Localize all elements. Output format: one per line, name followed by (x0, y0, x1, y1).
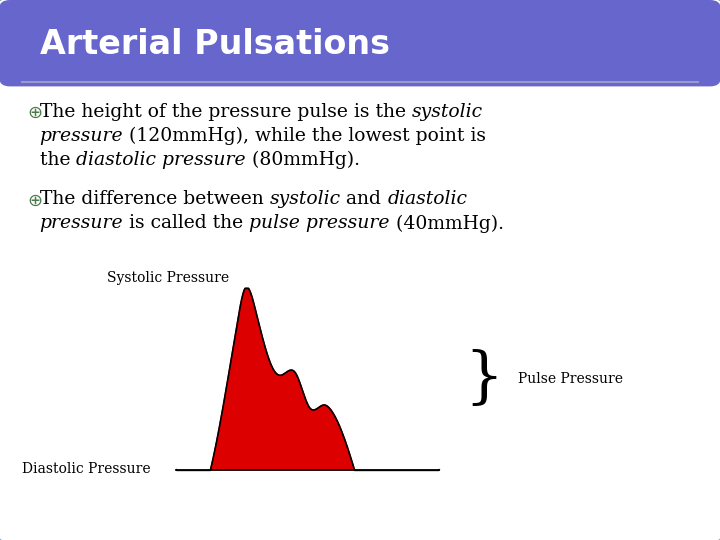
Text: }: } (464, 349, 503, 409)
Text: Arterial Pulsations: Arterial Pulsations (40, 28, 390, 61)
Text: diastolic pressure: diastolic pressure (76, 151, 246, 169)
Text: is called the: is called the (123, 214, 249, 232)
Text: pressure: pressure (40, 127, 123, 145)
Text: The height of the pressure pulse is the: The height of the pressure pulse is the (40, 103, 412, 120)
Text: systolic: systolic (269, 190, 341, 208)
FancyBboxPatch shape (0, 0, 720, 86)
Text: pulse pressure: pulse pressure (249, 214, 390, 232)
Text: pressure: pressure (40, 214, 123, 232)
Text: (120mmHg), while the lowest point is: (120mmHg), while the lowest point is (123, 127, 486, 145)
Text: Systolic Pressure: Systolic Pressure (107, 271, 229, 285)
Text: ⊕: ⊕ (27, 192, 42, 210)
Text: diastolic: diastolic (387, 190, 467, 208)
Text: Pulse Pressure: Pulse Pressure (518, 373, 624, 386)
Text: (80mmHg).: (80mmHg). (246, 151, 360, 170)
Text: The difference between: The difference between (40, 190, 269, 208)
Text: ⊕: ⊕ (27, 104, 42, 122)
Text: the: the (40, 151, 76, 169)
Text: (40mmHg).: (40mmHg). (390, 214, 504, 233)
Text: systolic: systolic (412, 103, 482, 120)
Text: and: and (341, 190, 387, 208)
Text: Diastolic Pressure: Diastolic Pressure (22, 462, 150, 476)
